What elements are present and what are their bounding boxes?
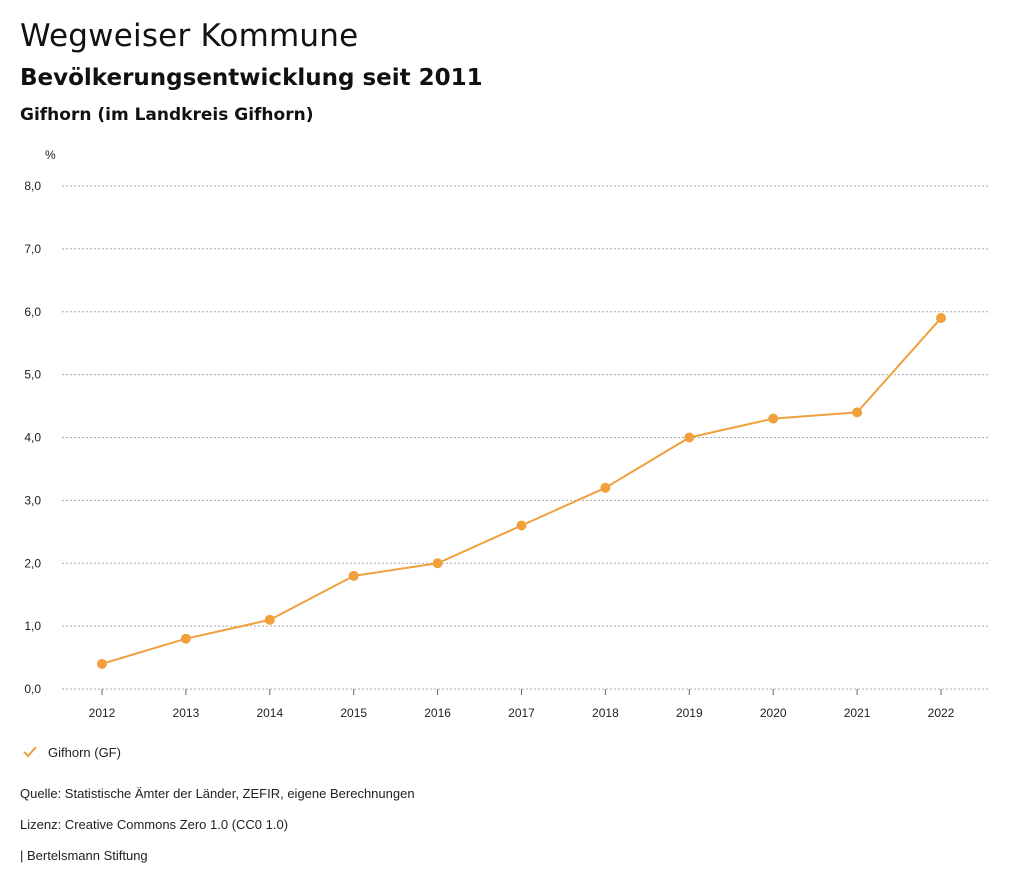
region-label: Gifhorn (im Landkreis Gifhorn) [20, 105, 314, 125]
x-tick-label: 2019 [676, 706, 703, 720]
legend-label: Gifhorn (GF) [48, 744, 121, 760]
x-tick-label: 2016 [424, 706, 451, 720]
y-tick-label: 6,0 [24, 305, 41, 319]
data-point[interactable] [180, 633, 191, 644]
data-point[interactable] [936, 313, 946, 324]
y-tick-label: 3,0 [24, 493, 41, 507]
series-line [101, 317, 942, 665]
y-axis-unit-label: % [45, 148, 56, 162]
y-tick-label: 1,0 [24, 619, 41, 633]
publisher-text: | Bertelsmann Stiftung [20, 848, 148, 863]
data-point[interactable] [348, 570, 359, 581]
source-text: Quelle: Statistische Ämter der Länder, Z… [20, 786, 415, 801]
y-tick-label: 2,0 [24, 556, 41, 570]
grid-lines [62, 185, 990, 690]
data-point[interactable] [600, 482, 611, 493]
chart-subtitle: Bevölkerungsentwicklung seit 2011 [20, 65, 483, 91]
x-tick-label: 2021 [844, 706, 871, 720]
x-tick-label: 2013 [173, 706, 200, 720]
check-icon [23, 746, 37, 758]
y-tick-label: 8,0 [24, 179, 41, 193]
data-point[interactable] [852, 407, 863, 418]
x-axis-ticks: 2012 2013 2014 2015 2016 2017 2018 2019 2020 2021… [89, 689, 955, 720]
x-tick-label: 2014 [256, 706, 283, 720]
page-title: Wegweiser Kommune [20, 18, 359, 54]
data-point[interactable] [516, 520, 527, 531]
y-tick-label: 4,0 [24, 431, 41, 445]
x-tick-label: 2017 [508, 706, 535, 720]
x-tick-label: 2018 [592, 706, 619, 720]
y-axis-ticks: 0,0 1,0 2,0 3,0 4,0 5,0 6,0 7,0 8,0 [24, 179, 41, 696]
x-tick-label: 2012 [89, 706, 116, 720]
x-tick-label: 2020 [760, 706, 787, 720]
license-text: Lizenz: Creative Commons Zero 1.0 (CC0 1… [20, 817, 289, 832]
y-tick-label: 7,0 [24, 242, 41, 256]
data-point[interactable] [97, 658, 107, 669]
series-layer [97, 313, 946, 669]
x-tick-label: 2022 [928, 706, 955, 720]
data-point[interactable] [768, 413, 779, 424]
y-tick-label: 0,0 [24, 682, 41, 696]
line-chart: 0,0 1,0 2,0 3,0 4,0 5,0 6,0 7,0 8,0 2012 2013 2014… [24, 148, 990, 720]
legend[interactable]: Gifhorn (GF) [22, 744, 121, 760]
data-point[interactable] [432, 558, 443, 569]
data-point[interactable] [684, 432, 695, 443]
data-point[interactable] [264, 614, 275, 625]
y-tick-label: 5,0 [24, 368, 41, 382]
x-tick-label: 2015 [340, 706, 367, 720]
